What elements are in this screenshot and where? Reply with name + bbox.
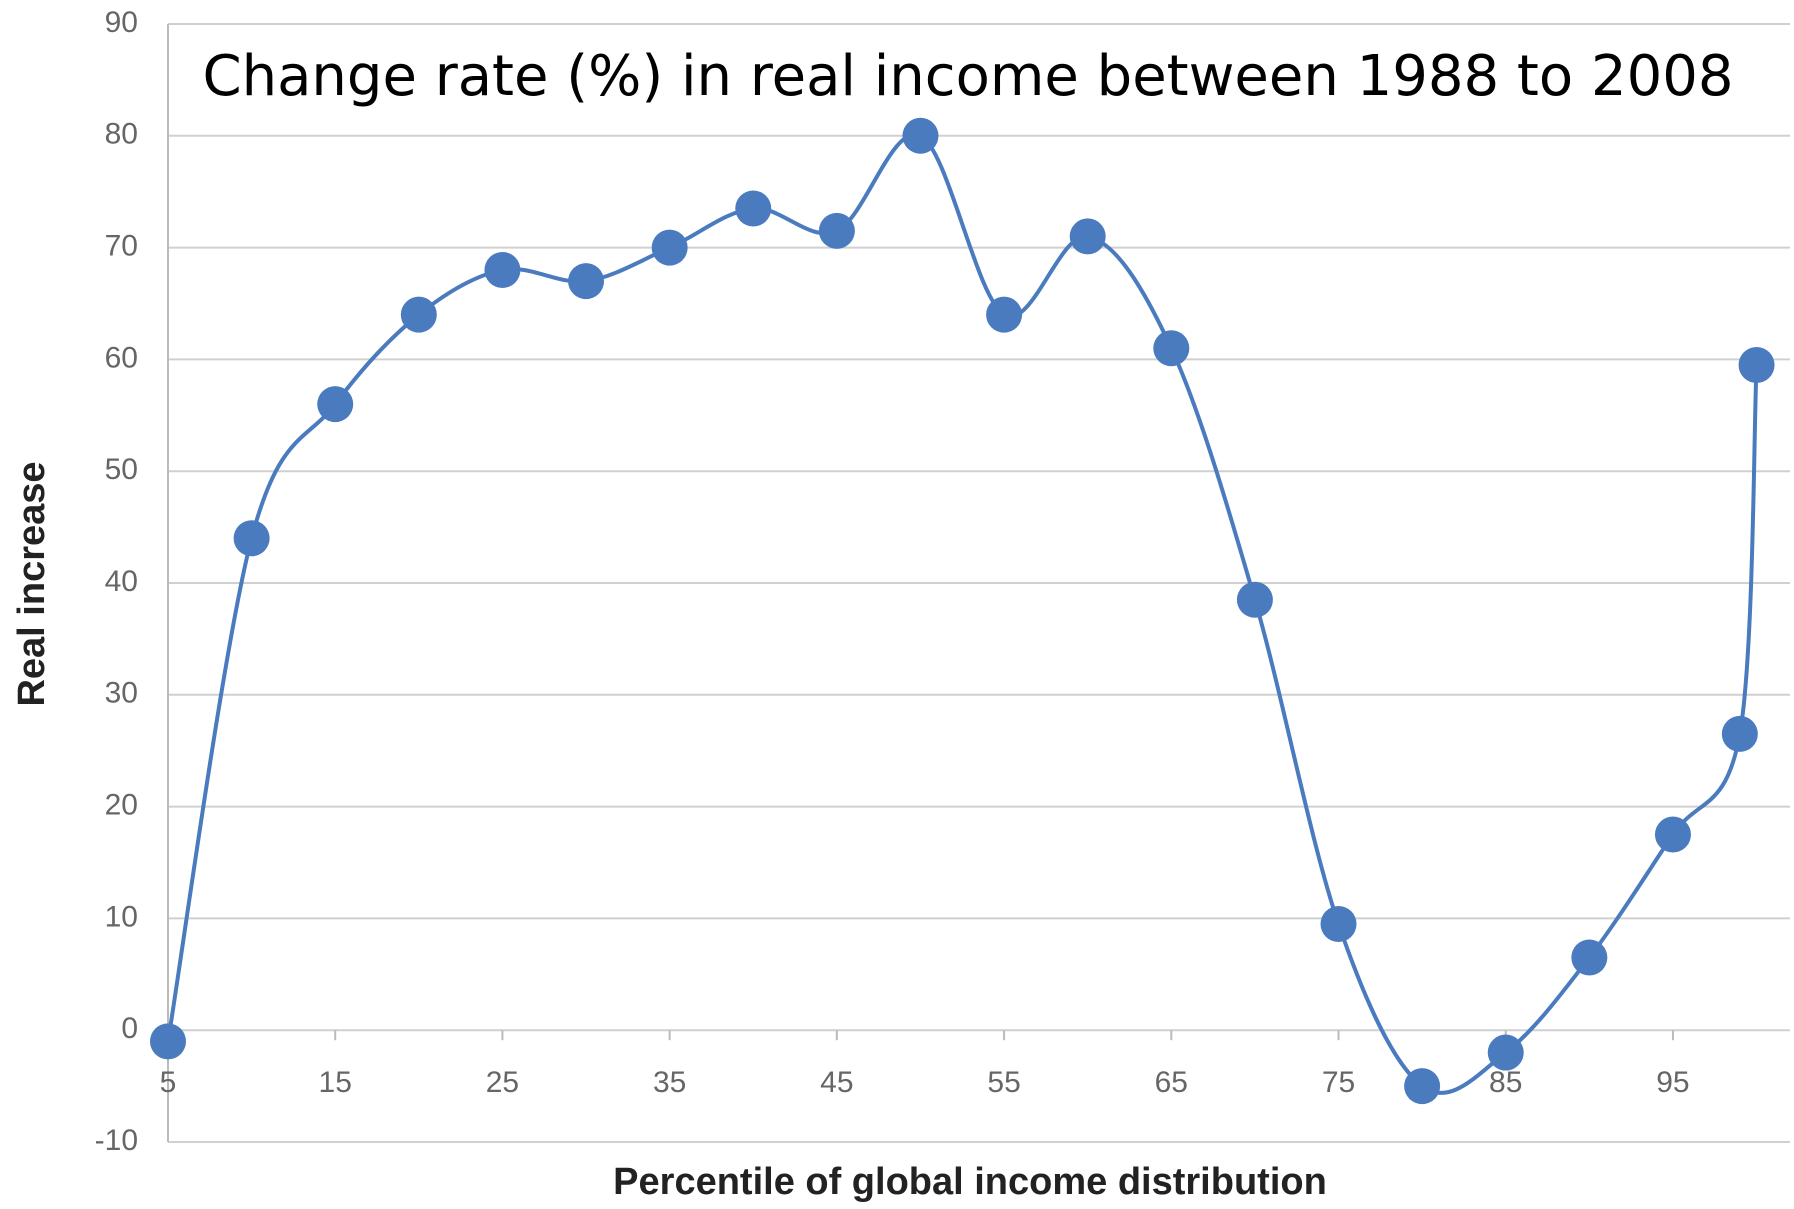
y-tick-label: 0 [121, 1012, 138, 1045]
y-tick-label: 40 [105, 565, 138, 598]
x-tick-label: 95 [1656, 1066, 1689, 1099]
x-tick-label: 85 [1489, 1066, 1522, 1099]
y-tick-label: 10 [105, 900, 138, 933]
point [1320, 905, 1357, 942]
point [150, 1023, 186, 1060]
point [651, 229, 688, 266]
y-tick-label: 50 [105, 453, 138, 486]
x-tick-label: 75 [1322, 1066, 1355, 1099]
y-tick-label: 80 [105, 118, 138, 151]
x-tick-label: 25 [486, 1066, 519, 1099]
line [166, 132, 1759, 1095]
x-tick-label: 45 [820, 1066, 853, 1099]
point [1654, 816, 1691, 853]
y-tick-label: -10 [95, 1124, 138, 1157]
x-axis-label: Percentile of global income distribution [613, 1161, 1327, 1203]
x-tick-label: 55 [987, 1066, 1020, 1099]
y-tick-label: 70 [105, 230, 138, 263]
y-tick-label: 20 [105, 789, 138, 822]
x-tick-label: 15 [319, 1066, 352, 1099]
point [1069, 218, 1106, 255]
point [1236, 581, 1273, 618]
y-tick-label: 30 [105, 677, 138, 710]
point [1738, 346, 1775, 383]
point [1571, 939, 1608, 976]
point [484, 251, 521, 288]
point [735, 190, 772, 227]
point [1721, 715, 1758, 752]
point [317, 386, 354, 423]
point [1404, 1068, 1441, 1105]
x-tick-label: 5 [160, 1066, 177, 1099]
point [902, 117, 939, 154]
y-tick-label: 90 [105, 6, 138, 39]
point [1487, 1034, 1524, 1071]
chart-title: Change rate (%) in real income between 1… [203, 44, 1734, 109]
point [986, 296, 1023, 333]
y-axis-label: Real increase [11, 461, 53, 706]
x-tick-label: 35 [653, 1066, 686, 1099]
point [233, 520, 270, 557]
point [568, 263, 605, 300]
point [400, 296, 437, 333]
point [818, 212, 855, 249]
x-tick-label: 65 [1155, 1066, 1188, 1099]
y-tick-label: 60 [105, 341, 138, 374]
point [1153, 330, 1190, 367]
